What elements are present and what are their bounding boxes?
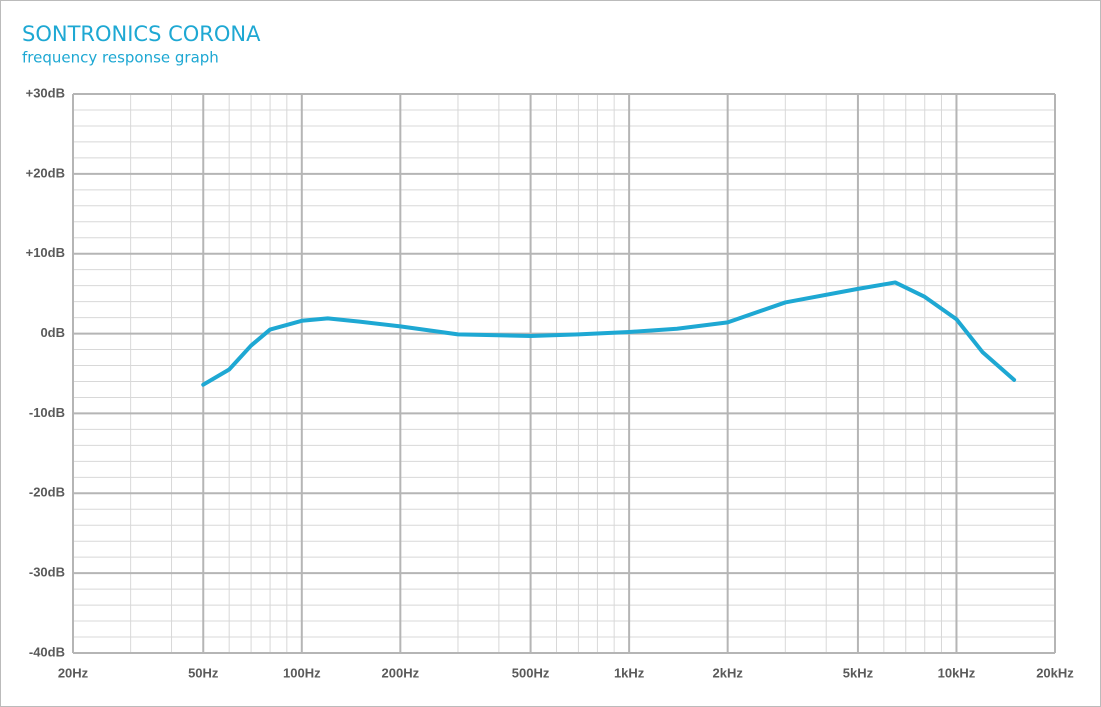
y-tick-label: -40dB: [29, 644, 65, 659]
x-tick-label: 200Hz: [382, 665, 420, 680]
x-tick-label: 500Hz: [512, 665, 550, 680]
x-tick-label: 20Hz: [58, 665, 89, 680]
x-tick-label: 1kHz: [614, 665, 645, 680]
x-tick-label: 5kHz: [843, 665, 874, 680]
chart-title: SONTRONICS CORONA: [22, 22, 261, 46]
y-tick-label: +30dB: [26, 85, 65, 100]
y-tick-label: +10dB: [26, 245, 65, 260]
y-tick-label: -20dB: [29, 485, 65, 500]
x-tick-label: 100Hz: [283, 665, 321, 680]
y-tick-label: -30dB: [29, 565, 65, 580]
y-tick-label: 0dB: [40, 325, 65, 340]
series-line: [201, 280, 1017, 387]
x-tick-label: 50Hz: [188, 665, 219, 680]
chart-subtitle: frequency response graph: [22, 49, 219, 67]
x-tick-label: 10kHz: [938, 665, 976, 680]
y-tick-label: -10dB: [29, 405, 65, 420]
x-tick-label: 2kHz: [712, 665, 743, 680]
x-tick-label: 20kHz: [1036, 665, 1074, 680]
y-tick-label: +20dB: [26, 165, 65, 180]
